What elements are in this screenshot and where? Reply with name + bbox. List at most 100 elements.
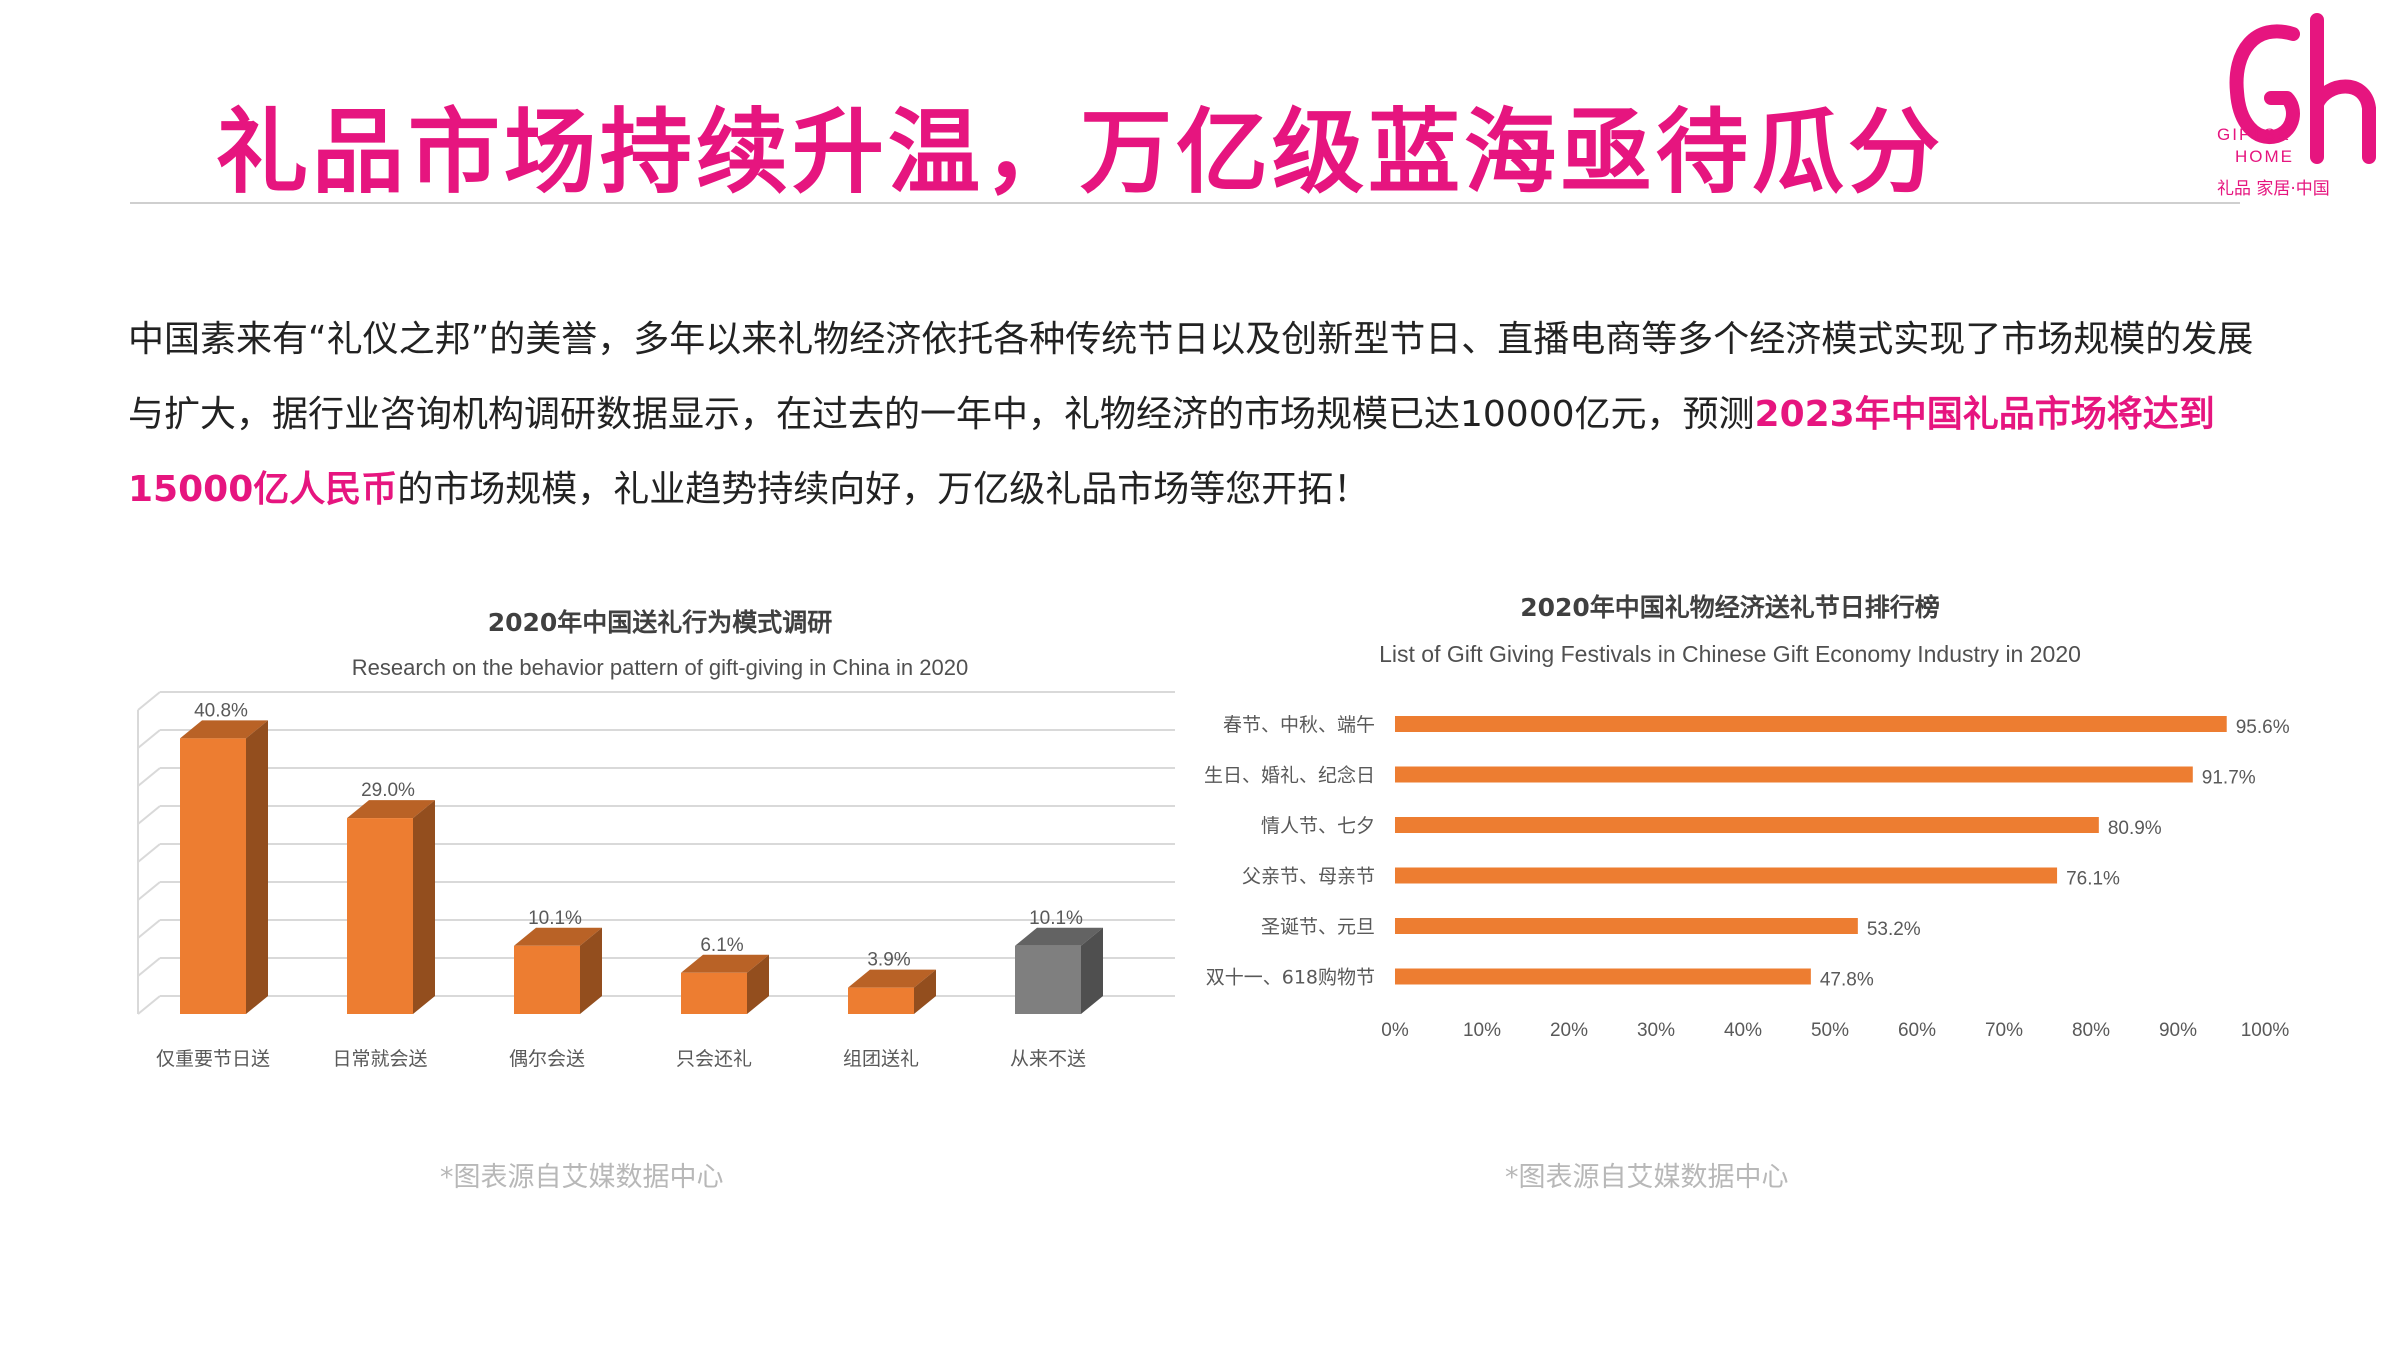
x-tick-label: 60%	[1898, 1020, 1936, 1041]
x-axis: 0% 10% 20% 30% 40% 50% 60% 70% 80% 90% 100%	[1381, 1020, 2289, 1041]
logo-line1: GIFTS&	[2217, 125, 2290, 144]
bar-1: 40.8% 仅重要节日送	[156, 700, 270, 1070]
bars: 春节、中秋、端午 95.6% 生日、婚礼、纪念日 91.7% 情人节、七夕 80.9% 父亲…	[1204, 714, 2290, 991]
bar-front	[1015, 945, 1081, 1014]
data-label: 95.6%	[2236, 717, 2290, 738]
bar-1: 春节、中秋、端午 95.6%	[1223, 714, 2290, 738]
bar-top	[848, 969, 936, 988]
chart-subtitle: List of Gift Giving Festivals in Chinese…	[1379, 641, 2081, 667]
bars: 40.8% 仅重要节日送 29.0% 日常就会送 10.1% 偶尔会送 6.1% 只会还礼 3.…	[156, 700, 1103, 1070]
bar-5: 圣诞节、元旦 53.2%	[1261, 916, 1921, 940]
bar-top	[1015, 927, 1103, 946]
bar-rect	[1395, 867, 2058, 884]
category-label: 圣诞节、元旦	[1261, 916, 1375, 938]
category-label: 偶尔会送	[509, 1048, 585, 1070]
gridline-depth	[137, 957, 161, 977]
data-label: 29.0%	[361, 780, 415, 801]
bar-rect	[1395, 817, 2099, 833]
gridline-depth	[137, 843, 161, 863]
data-label: 10.1%	[1029, 908, 1083, 929]
logo-h-shape	[2310, 13, 2376, 164]
data-label: 10.1%	[528, 908, 582, 929]
data-label: 80.9%	[2108, 818, 2162, 839]
category-label: 春节、中秋、端午	[1223, 714, 1375, 736]
x-tick-label: 20%	[1550, 1020, 1588, 1041]
logo-line2: HOME	[2235, 147, 2294, 166]
x-tick-label: 50%	[1811, 1020, 1849, 1041]
intro-highlight: 2023年中国礼品市场将达到15000亿人民币	[128, 394, 2215, 510]
category-label: 情人节、七夕	[1261, 815, 1375, 837]
gridline-depth	[137, 805, 161, 825]
bar-4: 父亲节、母亲节 76.1%	[1242, 866, 2120, 890]
category-label: 从来不送	[1010, 1048, 1086, 1070]
gridline-depth	[137, 881, 161, 901]
bar-front	[681, 972, 747, 1014]
category-label: 只会还礼	[676, 1048, 752, 1070]
bar-2: 29.0% 日常就会送	[332, 780, 435, 1070]
source-note-left: *图表源自艾媒数据中心	[440, 1162, 724, 1193]
gift-behavior-bar-chart: 2020年中国送礼行为模式调研 Research on the behavior…	[137, 608, 1175, 1070]
category-label: 组团送礼	[843, 1048, 919, 1070]
bar-side	[914, 969, 936, 1014]
data-label: 40.8%	[194, 700, 248, 721]
x-tick-label: 80%	[2072, 1020, 2110, 1041]
bar-6: 双十一、618购物节 47.8%	[1206, 967, 1874, 991]
data-label: 76.1%	[2066, 869, 2120, 890]
bar-rect	[1395, 716, 2227, 732]
x-tick-label: 30%	[1637, 1020, 1675, 1041]
chart-subtitle: Research on the behavior pattern of gift…	[352, 655, 968, 680]
source-note-right: *图表源自艾媒数据中心	[1505, 1162, 1789, 1193]
intro-paragraph: 中国素来有“礼仪之邦”的美誉，多年以来礼物经济依托各种传统节日以及创新型节日、直…	[128, 302, 2258, 527]
page-title: 礼品市场持续升温，万亿级蓝海亟待瓜分	[215, 99, 1944, 206]
x-tick-label: 10%	[1463, 1020, 1501, 1041]
gift-festival-ranking-chart: 2020年中国礼物经济送礼节日排行榜 List of Gift Giving F…	[1204, 593, 2290, 1041]
bar-5: 3.9% 组团送礼	[843, 950, 936, 1070]
bar-3: 10.1% 偶尔会送	[509, 908, 602, 1070]
bar-rect	[1395, 918, 1858, 934]
bar-top	[514, 927, 602, 946]
gridline-depth	[137, 729, 161, 749]
bar-3: 情人节、七夕 80.9%	[1261, 815, 2162, 839]
data-label: 6.1%	[700, 935, 743, 956]
bar-rect	[1395, 766, 2193, 783]
data-label: 53.2%	[1867, 919, 1921, 940]
category-label: 父亲节、母亲节	[1242, 866, 1375, 888]
intro-text-before: 中国素来有“礼仪之邦”的美誉，多年以来礼物经济依托各种传统节日以及创新型节日、直…	[128, 319, 2254, 435]
x-tick-label: 70%	[1985, 1020, 2023, 1041]
bar-top	[681, 954, 769, 973]
gifts-home-logo: GIFTS& HOME 礼品 家居·中国	[2217, 13, 2376, 199]
x-tick-label: 40%	[1724, 1020, 1762, 1041]
bar-2: 生日、婚礼、纪念日 91.7%	[1204, 764, 2256, 789]
data-label: 3.9%	[867, 950, 910, 971]
category-label: 双十一、618购物节	[1206, 967, 1375, 989]
category-label: 仅重要节日送	[156, 1048, 270, 1070]
chart-title: 2020年中国送礼行为模式调研	[488, 608, 833, 637]
data-label: 91.7%	[2202, 768, 2256, 789]
bar-front	[347, 818, 413, 1014]
bar-rect	[1395, 968, 1811, 985]
category-label: 生日、婚礼、纪念日	[1204, 764, 1375, 787]
gridline-depth	[137, 995, 161, 1015]
data-label: 47.8%	[1820, 970, 1874, 991]
bar-front	[848, 987, 914, 1014]
bar-front	[180, 738, 246, 1014]
x-tick-label: 100%	[2241, 1020, 2290, 1041]
gridlines	[137, 691, 1175, 1015]
bar-side	[580, 927, 602, 1014]
logo-line3: 礼品 家居·中国	[2217, 179, 2330, 199]
logo-g-shape	[2229, 24, 2300, 145]
bar-side	[747, 954, 769, 1014]
bar-top	[347, 800, 435, 819]
bar-top	[180, 720, 268, 739]
bar-6: 10.1% 从来不送	[1010, 908, 1103, 1070]
bar-side	[1081, 927, 1103, 1014]
category-label: 日常就会送	[332, 1048, 427, 1070]
x-tick-label: 0%	[1381, 1020, 1409, 1041]
gridline-depth	[137, 767, 161, 787]
bar-4: 6.1% 只会还礼	[676, 935, 769, 1070]
gridline-depth	[137, 919, 161, 939]
intro-text-after: 的市场规模，礼业趋势持续向好，万亿级礼品市场等您开拓！	[397, 469, 1370, 510]
bar-side	[413, 800, 435, 1014]
chart-title: 2020年中国礼物经济送礼节日排行榜	[1520, 593, 1940, 622]
bar-front	[514, 945, 580, 1014]
